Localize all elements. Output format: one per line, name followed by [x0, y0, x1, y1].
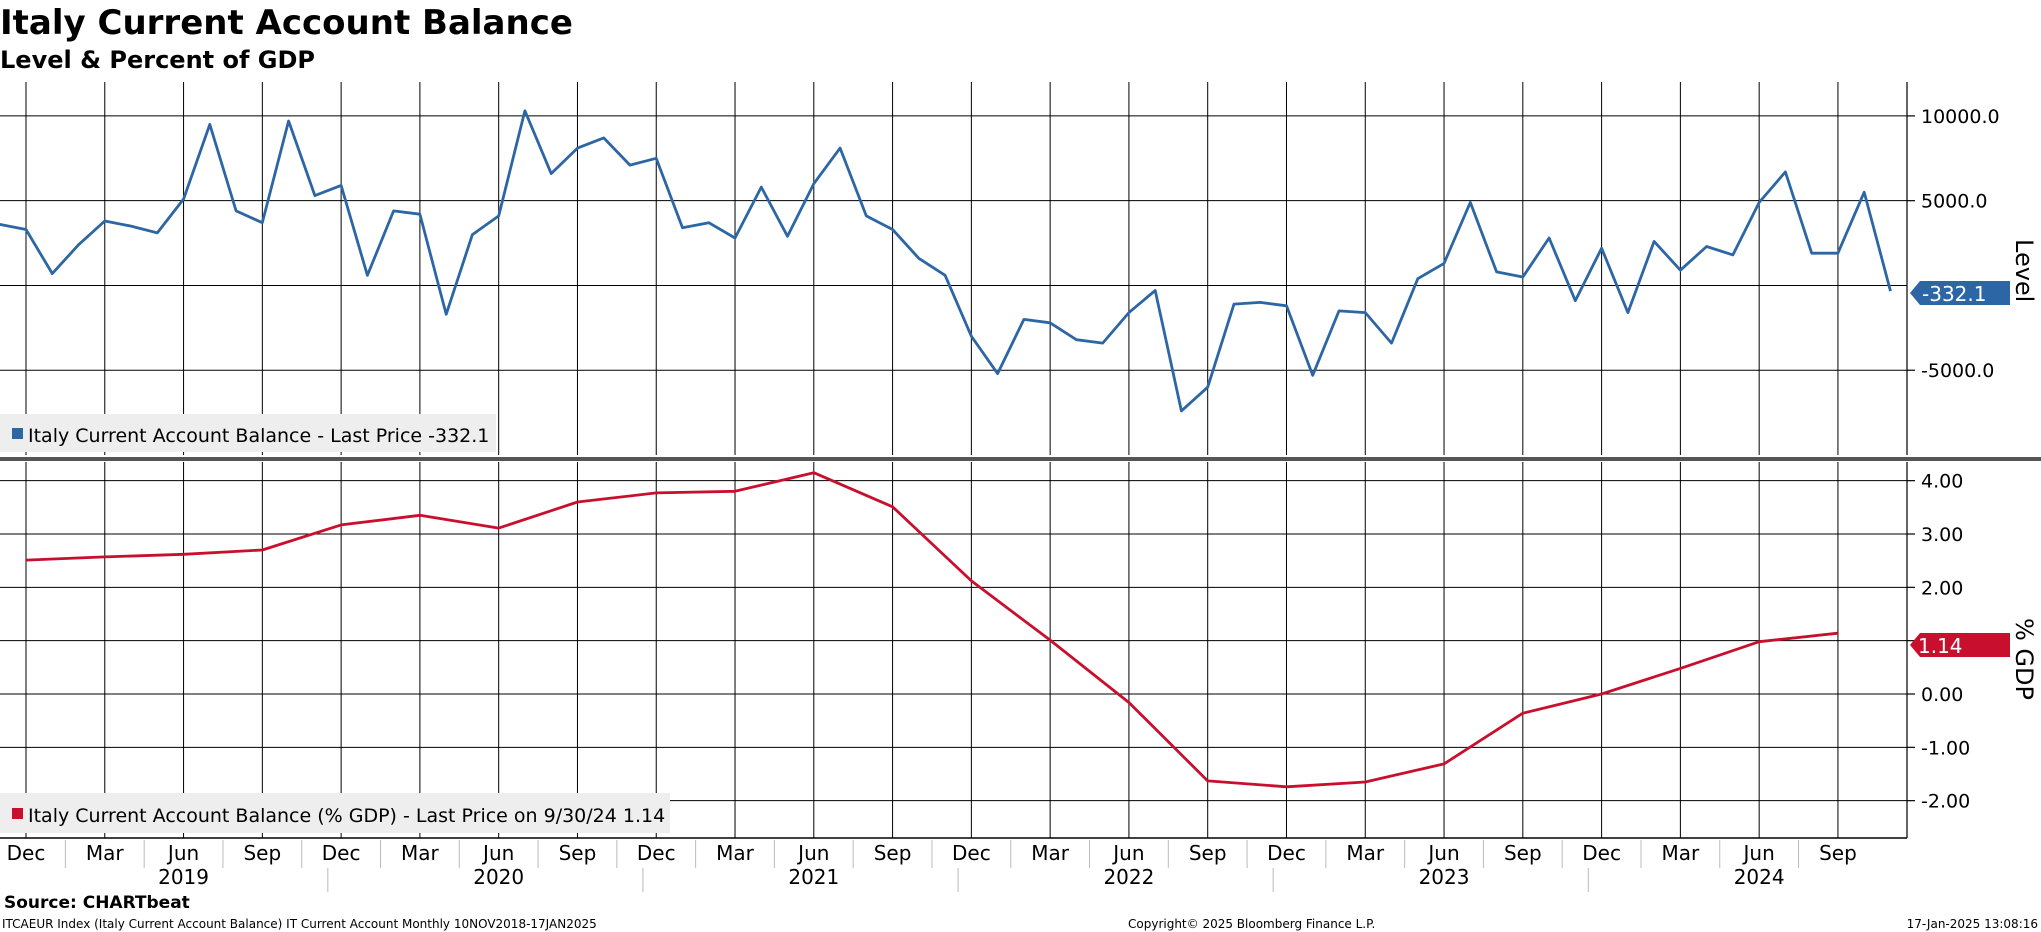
x-month-label: Dec	[322, 841, 361, 865]
x-month-label: Mar	[1346, 841, 1385, 865]
level-last-value-tag	[1910, 281, 2010, 305]
level-last-value-text: -332.1	[1922, 282, 1986, 306]
x-month-label: Sep	[559, 841, 597, 865]
level-legend-text: Italy Current Account Balance - Last Pri…	[28, 425, 489, 447]
y-tick-label: 5000.0	[1921, 191, 1987, 213]
gdp-last-value-text: 1.14	[1918, 634, 1963, 658]
y-tick-label: 10000.0	[1921, 106, 2000, 128]
x-month-label: Mar	[86, 841, 125, 865]
level-legend-box	[0, 414, 496, 452]
chart-title: Italy Current Account Balance	[0, 3, 573, 43]
gdp-legend-text: Italy Current Account Balance (% GDP) - …	[28, 805, 665, 827]
level-axis-title: Level	[2010, 239, 2038, 302]
x-month-label: Dec	[637, 841, 676, 865]
x-axis-labels: Dec Mar Jun Sep Dec Mar Jun Sep Dec Mar Jun Sep Dec M…	[7, 840, 1857, 892]
bottom-panel-grid	[0, 462, 1908, 838]
level-series-line	[0, 109, 1892, 413]
panel-divider	[0, 457, 2041, 461]
footer-left: ITCAEUR Index (Italy Current Account Bal…	[2, 917, 597, 931]
source-label: Source: CHARTbeat	[4, 893, 190, 913]
x-year-label: 2024	[1734, 865, 1785, 889]
x-month-label: Jun	[796, 841, 829, 865]
chart-subtitle: Level & Percent of GDP	[0, 46, 315, 74]
x-month-label: Mar	[1031, 841, 1070, 865]
x-year-label: 2019	[158, 865, 209, 889]
y-tick-label: 2.00	[1921, 577, 1963, 599]
gdp-legend-swatch	[12, 808, 23, 819]
top-panel-grid	[0, 82, 1908, 455]
y-tick-label: -1.00	[1921, 737, 1970, 759]
x-month-label: Mar	[1662, 841, 1701, 865]
x-year-label: 2020	[473, 865, 524, 889]
x-year-label: 2021	[788, 865, 839, 889]
y-tick-label: -5000.0	[1921, 360, 1994, 382]
gdp-axis-title: % GDP	[2010, 618, 2038, 700]
x-month-label: Dec	[7, 841, 46, 865]
x-month-label: Sep	[1504, 841, 1542, 865]
x-month-label: Mar	[716, 841, 755, 865]
x-month-label: Jun	[166, 841, 199, 865]
x-year-label: 2023	[1419, 865, 1470, 889]
x-month-label: Dec	[1582, 841, 1621, 865]
gdp-last-value-tag	[1910, 633, 2010, 657]
x-month-label: Mar	[401, 841, 440, 865]
x-month-label: Jun	[1426, 841, 1459, 865]
x-month-label: Sep	[1189, 841, 1227, 865]
y-tick-label: 3.00	[1921, 524, 1963, 546]
footer-center: Copyright© 2025 Bloomberg Finance L.P.	[1128, 917, 1375, 931]
gdp-series-line	[25, 471, 1839, 789]
x-month-label: Dec	[1267, 841, 1306, 865]
top-y-axis: 10000.0 5000.0 -5000.0	[1907, 106, 2000, 382]
x-month-label: Sep	[874, 841, 912, 865]
y-tick-label: 4.00	[1921, 471, 1963, 493]
y-tick-label: 0.00	[1921, 684, 1963, 706]
gdp-legend-box	[0, 793, 670, 833]
x-month-label: Jun	[1742, 841, 1775, 865]
x-month-label: Dec	[952, 841, 991, 865]
level-legend-swatch	[12, 428, 23, 439]
x-month-label: Sep	[243, 841, 281, 865]
x-month-label: Jun	[481, 841, 514, 865]
y-tick-label: -2.00	[1921, 791, 1970, 813]
x-month-label: Jun	[1111, 841, 1144, 865]
x-month-label: Sep	[1819, 841, 1857, 865]
footer-right: 17-Jan-2025 13:08:16	[1907, 917, 2038, 931]
x-year-label: 2022	[1103, 865, 1154, 889]
